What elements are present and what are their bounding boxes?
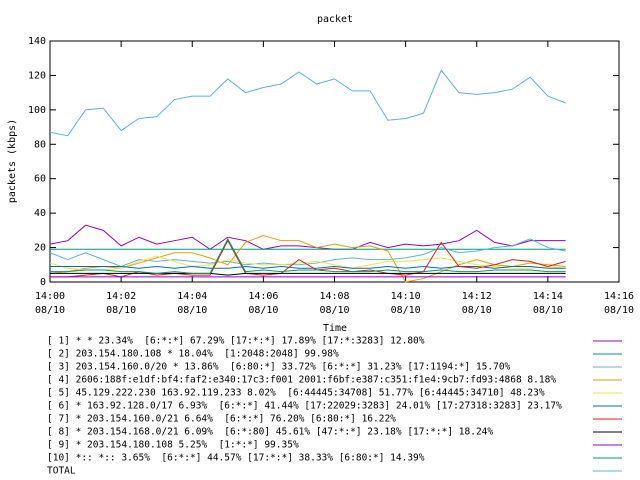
legend-label: [ 1] * * 23.34% [6:*:*] 67.29% [17:*:*] …	[47, 336, 425, 347]
x-tick-sublabel: 08/10	[177, 305, 207, 316]
x-axis-label: Time	[323, 323, 347, 334]
x-tick-label: 14:10	[391, 291, 421, 302]
x-tick-sublabel: 08/10	[604, 305, 634, 316]
legend-label: [ 6] * 163.92.128.0/17 6.93% [6:*:*] 41.…	[47, 401, 562, 412]
y-tick-label: 40	[34, 208, 46, 219]
x-tick-label: 14:04	[177, 291, 207, 302]
series-line	[49, 238, 566, 268]
x-tick-sublabel: 08/10	[35, 305, 65, 316]
y-axis-label: packets (kbps)	[7, 119, 18, 203]
y-tick-label: 0	[40, 277, 46, 288]
series-line	[50, 239, 566, 278]
legend-label: [10] *:: *:: 3.65% [6:*:*] 44.57% [17:*:…	[47, 453, 425, 464]
legend-label: [ 2] 203.154.180.108 * 18.04% [1:2048:20…	[47, 349, 339, 360]
legend-label: [ 9] * 203.154.180.108 5.25% [1:*:*] 99.…	[47, 440, 299, 451]
x-tick-label: 14:06	[248, 291, 278, 302]
y-tick-label: 140	[28, 36, 46, 47]
series-line	[49, 234, 566, 283]
x-tick-label: 14:08	[319, 291, 349, 302]
x-tick-label: 14:14	[533, 291, 563, 302]
legend-label: [ 5] 45.129.222.230 163.92.119.233 8.02%…	[47, 388, 545, 399]
legend-label: [ 7] * 203.154.160.0/21 6.64% [6:*:*] 76…	[47, 414, 396, 425]
x-tick-sublabel: 08/10	[106, 305, 136, 316]
y-tick-label: 80	[34, 139, 46, 150]
series-line	[50, 266, 566, 269]
x-tick-sublabel: 08/10	[533, 305, 563, 316]
y-tick-label: 60	[34, 174, 46, 185]
x-tick-label: 14:02	[106, 291, 136, 302]
y-tick-label: 100	[28, 105, 46, 116]
y-tick-label: 20	[34, 243, 46, 254]
x-tick-label: 14:12	[462, 291, 492, 302]
x-tick-sublabel: 08/10	[391, 305, 421, 316]
series-line	[49, 224, 566, 250]
x-tick-sublabel: 08/10	[248, 305, 278, 316]
series-line	[49, 255, 566, 271]
plot-frame	[49, 40, 620, 283]
x-tick-label: 14:16	[604, 291, 634, 302]
chart-title: packet	[317, 14, 353, 25]
series-line	[49, 69, 566, 137]
x-tick-sublabel: 08/10	[319, 305, 349, 316]
y-tick-label: 120	[28, 70, 46, 81]
x-tick-sublabel: 08/10	[462, 305, 492, 316]
legend-label: [ 4] 2606:188f:e1df:bf4:faf2:e340:17c3:f…	[47, 375, 556, 386]
series-line	[50, 237, 566, 274]
series-line	[50, 272, 566, 276]
legend-label: TOTAL	[47, 466, 76, 477]
legend-label: [ 3] 203.154.160.0/20 * 13.86% [6:80:*] …	[47, 362, 511, 373]
legend-label: [ 8] * 203.154.168.0/21 6.09% [6:*:80] 4…	[47, 427, 493, 438]
x-tick-label: 14:00	[35, 291, 65, 302]
